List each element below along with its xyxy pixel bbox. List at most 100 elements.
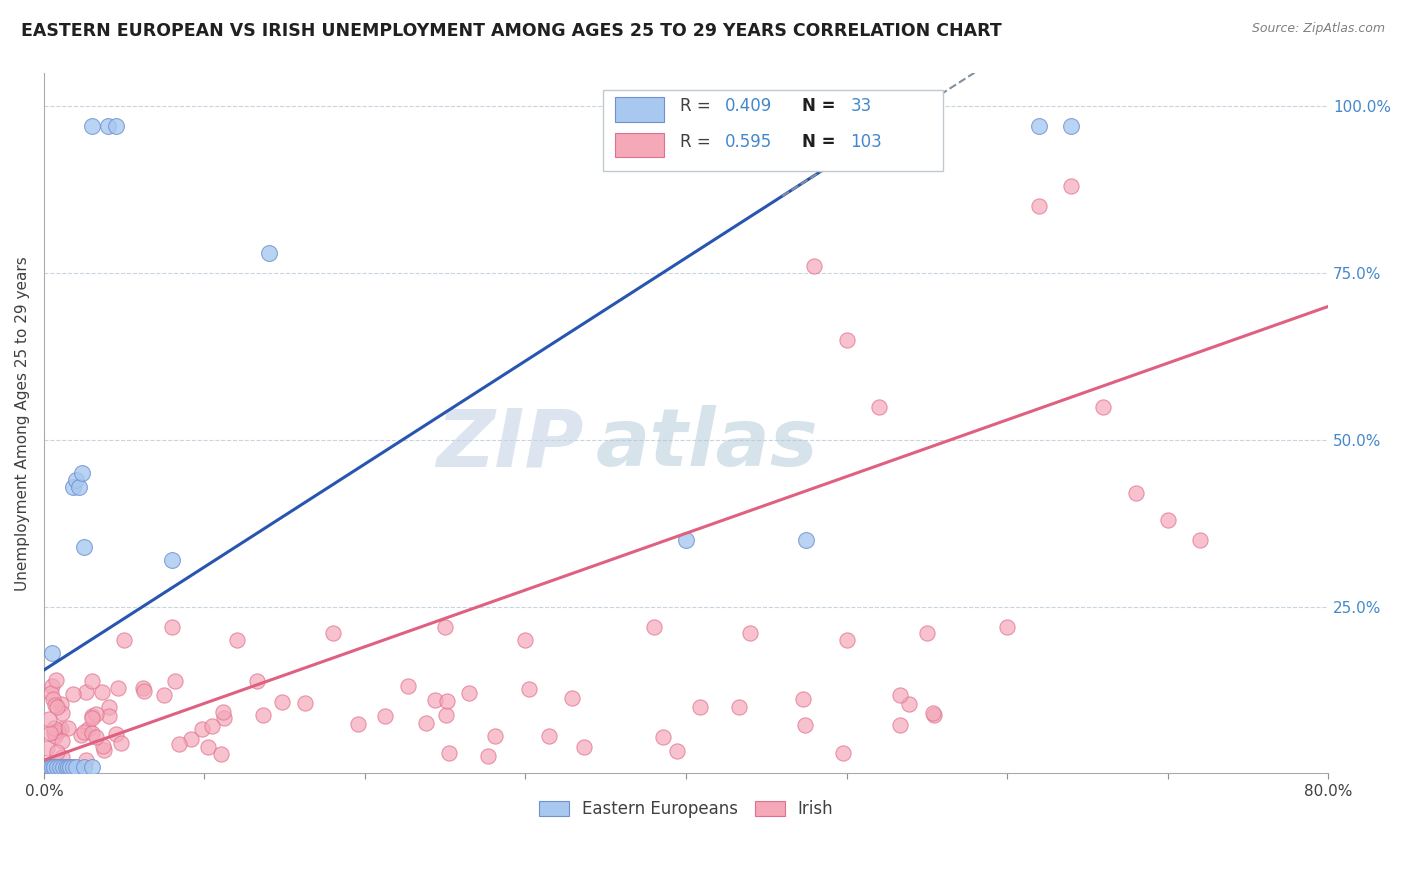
Point xyxy=(803,260,825,274)
Point xyxy=(740,626,762,640)
Point xyxy=(91,685,114,699)
Point xyxy=(165,674,187,689)
Point xyxy=(915,626,938,640)
Point xyxy=(898,698,921,712)
Point xyxy=(44,721,66,735)
Point xyxy=(58,760,80,774)
Point xyxy=(80,711,103,725)
Point xyxy=(42,692,65,706)
Point xyxy=(73,540,96,554)
Point xyxy=(271,695,294,709)
Legend: Eastern Europeans, Irish: Eastern Europeans, Irish xyxy=(531,793,841,824)
Point xyxy=(38,725,60,739)
Point xyxy=(49,697,72,711)
Point xyxy=(190,722,212,736)
Point xyxy=(889,718,911,732)
Point xyxy=(105,120,128,134)
Point xyxy=(132,681,155,695)
Point xyxy=(252,707,274,722)
Point xyxy=(572,739,595,754)
Text: N =: N = xyxy=(801,97,841,115)
Point xyxy=(374,709,396,723)
Y-axis label: Unemployment Among Ages 25 to 29 years: Unemployment Among Ages 25 to 29 years xyxy=(15,256,30,591)
Text: ZIP: ZIP xyxy=(436,405,583,483)
Point xyxy=(41,646,63,660)
Point xyxy=(72,467,94,481)
Point xyxy=(835,633,858,648)
Point xyxy=(425,692,447,706)
Text: 0.595: 0.595 xyxy=(724,133,772,151)
Point xyxy=(1188,533,1211,547)
Point xyxy=(38,760,60,774)
Point xyxy=(69,728,91,742)
Point xyxy=(44,729,66,743)
Point xyxy=(257,246,280,260)
Point xyxy=(49,722,72,736)
Point xyxy=(477,749,499,764)
Point xyxy=(77,723,100,737)
Point xyxy=(415,716,437,731)
Point xyxy=(56,721,79,735)
Point xyxy=(835,333,858,347)
Text: R =: R = xyxy=(679,133,716,151)
Point xyxy=(93,739,115,754)
Point xyxy=(51,734,73,748)
Point xyxy=(665,744,688,758)
Point xyxy=(110,736,132,750)
Text: 0.409: 0.409 xyxy=(724,97,772,115)
Point xyxy=(73,724,96,739)
Point xyxy=(434,707,457,722)
Point xyxy=(868,400,890,414)
Point xyxy=(1028,120,1050,134)
Point xyxy=(75,684,97,698)
Point xyxy=(46,745,69,759)
FancyBboxPatch shape xyxy=(616,133,664,157)
Point xyxy=(56,760,79,774)
Point xyxy=(434,620,457,634)
Point xyxy=(41,679,63,693)
Point xyxy=(51,706,73,720)
Point xyxy=(93,742,115,756)
Point xyxy=(515,633,537,648)
Point xyxy=(889,688,911,702)
Point xyxy=(643,620,665,634)
Point xyxy=(62,479,84,493)
Point xyxy=(49,760,72,774)
Point xyxy=(82,726,104,740)
Point xyxy=(201,719,224,733)
Point xyxy=(75,753,97,767)
Point xyxy=(1060,120,1083,134)
Point xyxy=(1092,400,1115,414)
Text: atlas: atlas xyxy=(596,405,818,483)
Point xyxy=(35,741,58,756)
Point xyxy=(519,681,541,696)
Point xyxy=(82,709,104,723)
Point xyxy=(727,699,749,714)
Point xyxy=(153,689,176,703)
Point xyxy=(84,730,107,744)
Point xyxy=(792,691,814,706)
Point xyxy=(537,729,560,743)
Point xyxy=(167,737,190,751)
Point xyxy=(46,724,69,739)
Point xyxy=(457,686,479,700)
Point xyxy=(922,707,945,722)
Point xyxy=(437,746,460,760)
Point xyxy=(73,760,96,774)
Point xyxy=(97,708,120,723)
Point xyxy=(246,674,269,689)
Point xyxy=(38,712,60,726)
Point xyxy=(67,479,90,493)
Point xyxy=(97,120,120,134)
Point xyxy=(162,620,184,634)
FancyBboxPatch shape xyxy=(616,97,664,122)
Point xyxy=(97,700,120,714)
Point xyxy=(995,620,1018,634)
Point xyxy=(44,698,66,712)
Point xyxy=(436,694,458,708)
Point xyxy=(55,760,77,774)
Point xyxy=(396,679,419,693)
Point xyxy=(42,760,65,774)
Point xyxy=(45,760,67,774)
Point xyxy=(652,730,675,744)
